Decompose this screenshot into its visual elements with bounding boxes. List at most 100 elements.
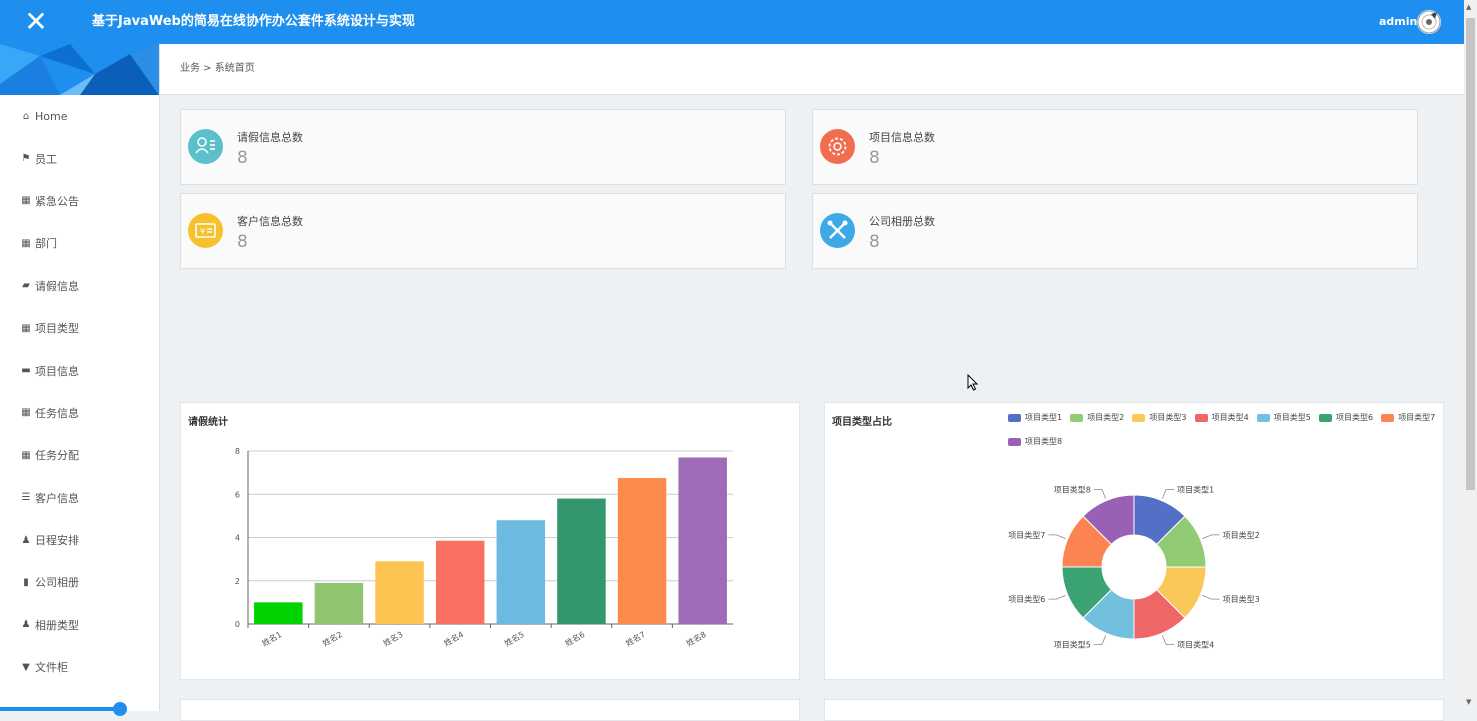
legend-label: 项目类型5 bbox=[1273, 413, 1311, 422]
lower-panel-left bbox=[180, 699, 800, 721]
stat-value: 8 bbox=[237, 148, 248, 168]
stat-label: 项目信息总数 bbox=[869, 131, 935, 144]
legend-label: 项目类型6 bbox=[1336, 413, 1374, 422]
legend-swatch bbox=[1381, 413, 1395, 422]
page-scrollbar[interactable]: ▲ ▼ bbox=[1464, 0, 1477, 711]
scroll-down-icon[interactable]: ▼ bbox=[1466, 698, 1472, 706]
bar bbox=[557, 498, 606, 624]
sidebar-item-task-info[interactable]: ▦ 任务信息 bbox=[21, 406, 79, 420]
slice-label-line bbox=[1093, 488, 1107, 499]
contact-card-icon bbox=[188, 129, 223, 164]
pie-slice bbox=[1082, 494, 1135, 546]
bar bbox=[678, 457, 727, 624]
bar bbox=[314, 582, 364, 624]
legend-swatch bbox=[1008, 437, 1021, 446]
sidebar-item-leave[interactable]: ▰ 请假信息 bbox=[0, 265, 159, 307]
breadcrumb: 业务 > 系统首页 bbox=[180, 63, 255, 74]
sidebar-item-employee[interactable]: ⚑ 员工 bbox=[21, 152, 57, 166]
close-icon[interactable]: ✕ bbox=[24, 5, 48, 38]
list-icon: ☰ bbox=[21, 492, 31, 504]
legend-swatch bbox=[1070, 413, 1084, 422]
thumbs-up-icon: ▰ bbox=[22, 280, 30, 292]
legend-swatch bbox=[1008, 413, 1021, 422]
leave-chart-panel: 请假统计 0 2 4 6 8 姓名1 姓名2 姓名3 姓名4 姓名5 姓名6 姓名7 姓名8 bbox=[180, 402, 800, 680]
stat-card-customer[interactable]: ¥ 客户信息总数 8 bbox=[180, 193, 786, 269]
y-tick-label: 8 bbox=[235, 447, 240, 456]
x-tick-label: 姓名3 bbox=[381, 629, 404, 648]
briefcase-icon: ▬ bbox=[21, 365, 31, 377]
grid-icon: ▦ bbox=[21, 195, 31, 207]
legend-swatch bbox=[1256, 413, 1270, 422]
sidebar-menu: ⌂ Home ⚑ 员工 ▦ 紧急公告 ▦ 部门 ▰ 请假信息 ▦ 项目类型 ▬ 项目信息 ▦ 任… bbox=[0, 95, 159, 688]
legend-item[interactable]: 项目类型7 bbox=[1381, 412, 1435, 423]
legend-item[interactable]: 项目类型3 bbox=[1132, 412, 1186, 423]
sidebar-item-schedule[interactable]: ♟ 日程安排 bbox=[21, 534, 79, 548]
slice-label-line bbox=[1048, 534, 1066, 540]
avatar[interactable] bbox=[1417, 10, 1441, 34]
stat-label: 客户信息总数 bbox=[237, 215, 303, 228]
slice-label: 项目类型2 bbox=[1223, 530, 1260, 540]
sidebar-item-file-cabinet[interactable]: ▼ 文件柜 bbox=[0, 646, 159, 688]
mouse-cursor-icon bbox=[967, 374, 979, 391]
bar-chart-icon: ▮ bbox=[23, 576, 29, 588]
chart-title: 项目类型占比 bbox=[832, 417, 892, 428]
slice-label: 项目类型8 bbox=[1054, 484, 1091, 494]
stat-card-album[interactable]: 公司相册总数 8 bbox=[812, 193, 1418, 269]
legend-swatch bbox=[1194, 413, 1208, 422]
stat-value: 8 bbox=[869, 148, 880, 168]
legend-label: 项目类型4 bbox=[1211, 413, 1249, 422]
sidebar-item-department[interactable]: ▦ 部门 bbox=[21, 237, 57, 251]
grid-icon: ▦ bbox=[21, 407, 31, 419]
y-tick-label: 6 bbox=[235, 490, 240, 499]
pie-chart: 项目类型1 项目类型2 项目类型3 项目类型4 项目类型5 项目类型6 项目类型7 项目类型8 bbox=[1008, 484, 1260, 650]
legend-item[interactable]: 项目类型2 bbox=[1070, 412, 1124, 423]
sidebar: ⌂ Home ⚑ 员工 ▦ 紧急公告 ▦ 部门 ▰ 请假信息 ▦ 项目类型 ▬ 项目信息 ▦ 任… bbox=[0, 44, 160, 711]
sidebar-item-album[interactable]: ▮ 公司相册 bbox=[0, 561, 159, 603]
chart-title: 请假统计 bbox=[188, 417, 228, 428]
y-tick-label: 2 bbox=[235, 577, 240, 586]
x-tick-label: 姓名8 bbox=[684, 629, 707, 648]
legend-label: 项目类型7 bbox=[1398, 413, 1436, 422]
user-name[interactable]: admin bbox=[1379, 15, 1418, 28]
grid-icon: ▦ bbox=[21, 322, 31, 334]
legend-swatch bbox=[1319, 413, 1332, 422]
slice-label-line bbox=[1093, 635, 1107, 646]
sidebar-item-customer[interactable]: ☰ 客户信息 bbox=[21, 491, 79, 505]
legend-label: 项目类型1 bbox=[1025, 413, 1063, 422]
slice-label: 项目类型5 bbox=[1054, 640, 1091, 650]
slice-label-line bbox=[1161, 488, 1175, 499]
grid-icon: ▦ bbox=[21, 237, 31, 249]
sidebar-bottom-bar bbox=[0, 707, 120, 711]
legend-item[interactable]: 项目类型5 bbox=[1256, 412, 1311, 423]
legend-label: 项目类型2 bbox=[1087, 413, 1125, 422]
stat-card-project[interactable]: 项目信息总数 8 bbox=[812, 109, 1418, 185]
money-card-icon: ¥ bbox=[188, 213, 223, 248]
stat-card-leave[interactable]: 请假信息总数 8 bbox=[180, 109, 786, 185]
scroll-up-icon[interactable]: ▲ bbox=[1466, 3, 1472, 11]
sidebar-item-task-assign[interactable]: ▦ 任务分配 bbox=[21, 449, 79, 463]
slice-label: 项目类型4 bbox=[1177, 640, 1214, 650]
sidebar-item-album-type[interactable]: ♟ 相册类型 bbox=[21, 618, 79, 632]
bar bbox=[375, 561, 424, 624]
slice-label-line bbox=[1048, 594, 1066, 600]
legend-item[interactable]: 项目类型1 bbox=[1008, 412, 1062, 423]
grid-icon: ▦ bbox=[21, 449, 31, 461]
home-icon: ⌂ bbox=[22, 110, 30, 122]
legend-item[interactable]: 项目类型6 bbox=[1319, 412, 1373, 423]
sidebar-item-home[interactable]: ⌂ Home bbox=[0, 95, 159, 137]
legend-item[interactable]: 项目类型4 bbox=[1194, 412, 1249, 423]
sidebar-item-project-info[interactable]: ▬ 项目信息 bbox=[21, 364, 79, 378]
scrollbar-thumb[interactable] bbox=[1466, 18, 1475, 490]
legend-item[interactable]: 项目类型8 bbox=[1008, 436, 1062, 447]
gear-icon bbox=[820, 129, 855, 164]
slice-label-line bbox=[1202, 534, 1220, 540]
sidebar-item-notice[interactable]: ▦ 紧急公告 bbox=[21, 194, 79, 208]
sidebar-item-project-type[interactable]: ▦ 项目类型 bbox=[21, 322, 79, 336]
stat-label: 公司相册总数 bbox=[869, 215, 935, 228]
x-tick-label: 姓名4 bbox=[442, 629, 465, 648]
slice-label: 项目类型7 bbox=[1008, 530, 1045, 540]
stat-value: 8 bbox=[237, 232, 248, 252]
bar-chart: 0 2 4 6 8 姓名1 姓名2 姓名3 姓名4 姓名5 姓名6 姓名7 姓名8 bbox=[235, 447, 733, 648]
sidebar-scroll-knob[interactable] bbox=[113, 702, 127, 716]
x-tick-label: 姓名7 bbox=[624, 629, 647, 648]
